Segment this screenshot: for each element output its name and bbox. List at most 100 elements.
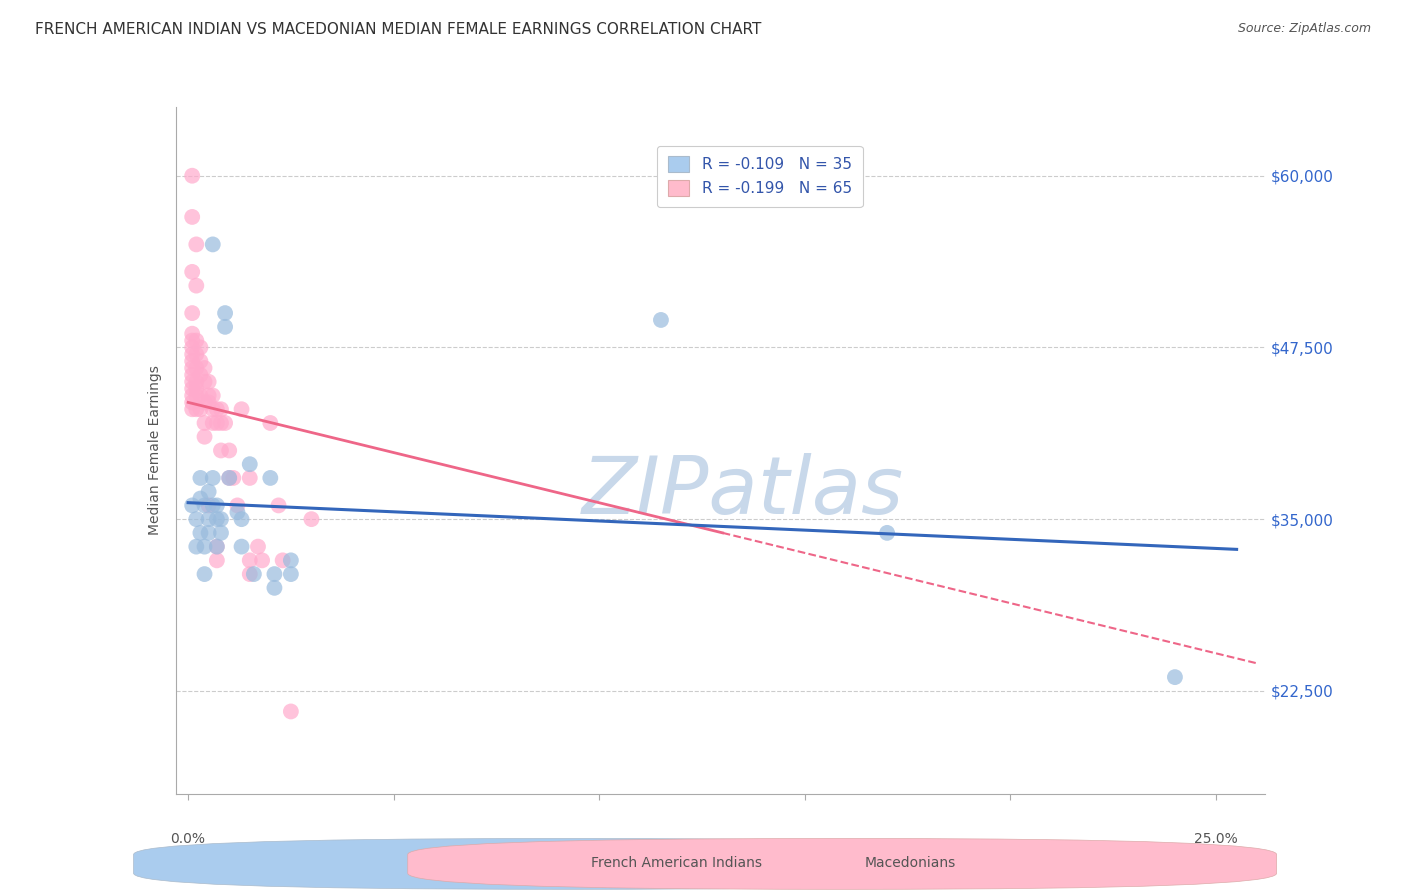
Point [205,540,228,554]
Point [214,319,236,334]
Point [181,354,204,368]
Point [181,340,204,354]
Point [205,416,228,430]
Point [250,553,273,567]
Point [186,334,208,348]
Text: Source: ZipAtlas.com: Source: ZipAtlas.com [1237,22,1371,36]
Point [226,499,249,513]
Point [186,375,208,389]
Text: Macedonians: Macedonians [865,855,956,870]
Point [301,512,323,526]
Point [226,505,249,519]
Point [193,499,215,513]
Point [280,705,302,719]
Point [190,491,212,506]
Point [186,382,208,396]
Text: FRENCH AMERICAN INDIAN VS MACEDONIAN MEDIAN FEMALE EARNINGS CORRELATION CHART: FRENCH AMERICAN INDIAN VS MACEDONIAN MED… [35,22,762,37]
Point [181,169,204,183]
Point [205,499,228,513]
Point [259,416,281,430]
Point [201,499,224,513]
Text: 0.0%: 0.0% [170,832,205,847]
Point [205,512,228,526]
Point [239,471,262,485]
Point [218,471,240,485]
Point [201,471,224,485]
Point [181,499,204,513]
Point [181,402,204,417]
Point [181,210,204,224]
Point [231,512,253,526]
Point [186,347,208,361]
Point [239,553,262,567]
Point [197,499,219,513]
Point [209,416,232,430]
Point [239,457,262,471]
Point [190,340,212,354]
Point [181,368,204,382]
Point [181,375,204,389]
Point [243,567,266,582]
Point [222,471,245,485]
Point [201,388,224,402]
Point [218,443,240,458]
Point [231,402,253,417]
Point [181,395,204,409]
Point [209,443,232,458]
Point [209,402,232,417]
Point [197,484,219,499]
Point [280,553,302,567]
Point [181,382,204,396]
Point [181,334,204,348]
Point [205,553,228,567]
Point [193,395,215,409]
Point [214,416,236,430]
Point [186,402,208,417]
Point [193,430,215,444]
Text: 25.0%: 25.0% [1194,832,1237,847]
Point [193,567,215,582]
Point [181,326,204,341]
Point [205,540,228,554]
Point [197,388,219,402]
Point [181,388,204,402]
Point [876,525,898,540]
Point [263,581,285,595]
Text: ZIPatlas: ZIPatlas [581,452,904,531]
Legend: R = -0.109   N = 35, R = -0.199   N = 65: R = -0.109 N = 35, R = -0.199 N = 65 [658,145,862,207]
Point [186,540,208,554]
Point [181,347,204,361]
Point [197,512,219,526]
Point [190,525,212,540]
Point [201,416,224,430]
Point [231,540,253,554]
Point [181,265,204,279]
Point [197,525,219,540]
Point [190,388,212,402]
Y-axis label: Median Female Earnings: Median Female Earnings [148,366,162,535]
Point [267,499,290,513]
Point [209,525,232,540]
Point [201,237,224,252]
Point [181,306,204,320]
Point [263,567,285,582]
Point [186,512,208,526]
Point [193,361,215,376]
Point [650,313,672,327]
Point [209,512,232,526]
Point [197,375,219,389]
Point [218,471,240,485]
Point [280,567,302,582]
Point [190,402,212,417]
Point [186,388,208,402]
Point [214,306,236,320]
Point [193,375,215,389]
Point [190,368,212,382]
Point [201,402,224,417]
FancyBboxPatch shape [134,838,1002,889]
Point [181,361,204,376]
Point [239,567,262,582]
Point [271,553,294,567]
Point [193,416,215,430]
Point [186,361,208,376]
